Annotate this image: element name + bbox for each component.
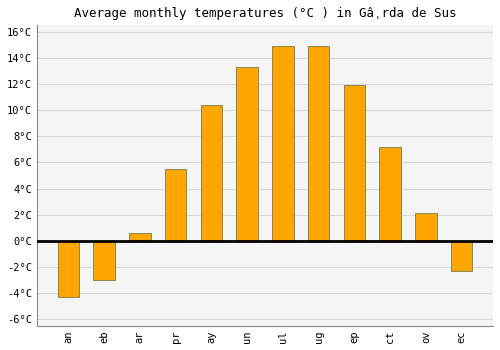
Bar	[165, 169, 186, 241]
Bar	[129, 233, 150, 241]
Bar	[380, 147, 401, 241]
Bar	[58, 241, 79, 297]
Bar	[94, 241, 115, 280]
Title: Average monthly temperatures (°C ) in Gâˌrda de Sus: Average monthly temperatures (°C ) in Gâ…	[74, 7, 456, 20]
Bar	[200, 105, 222, 241]
Bar	[272, 46, 293, 241]
Bar	[236, 67, 258, 241]
Bar	[415, 214, 436, 241]
Bar	[451, 241, 472, 271]
Bar	[344, 85, 365, 241]
Bar	[308, 46, 330, 241]
